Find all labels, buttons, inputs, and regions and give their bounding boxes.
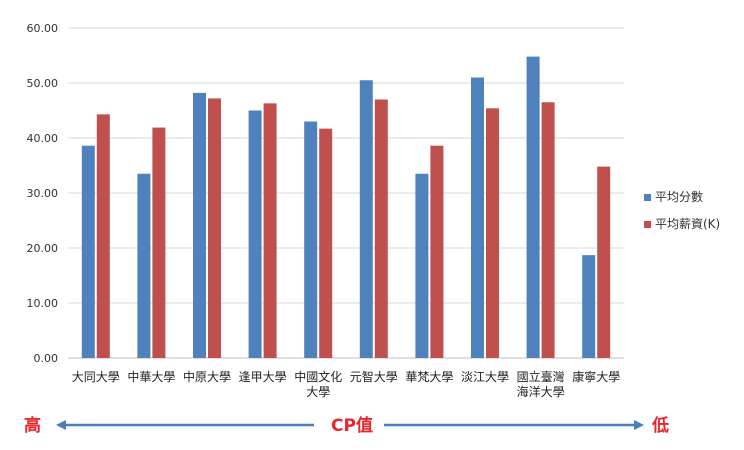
y-tick-label: 0.00 — [34, 352, 59, 365]
legend-label: 平均分數 — [655, 190, 703, 204]
x-category-label: 中華大學 — [127, 369, 175, 384]
bar-salary — [597, 166, 611, 358]
bar-score — [248, 110, 262, 358]
bar-salary — [541, 102, 555, 358]
bar-score — [471, 77, 484, 358]
y-tick-label: 10.00 — [27, 297, 59, 310]
y-tick-label: 30.00 — [27, 187, 59, 200]
x-category-label: 大學 — [306, 385, 330, 399]
bar-salary — [486, 108, 499, 358]
bar-score — [81, 145, 95, 358]
bar-score — [304, 121, 318, 358]
y-tick-label: 20.00 — [27, 242, 59, 255]
cp-center-label: CP值 — [331, 415, 373, 436]
bar-score — [415, 173, 429, 358]
bar-salary — [208, 98, 221, 359]
cp-low-label: 低 — [651, 415, 669, 436]
y-tick-label: 60.00 — [27, 22, 59, 35]
x-category-label: 逢甲大學 — [239, 370, 287, 384]
x-category-label: 元智大學 — [350, 369, 398, 384]
bar-score — [193, 92, 206, 359]
bar-salary — [263, 103, 277, 358]
legend-label: 平均薪資(K) — [655, 217, 720, 231]
bar-salary — [152, 127, 166, 358]
bars — [81, 56, 611, 359]
cp-high-label: 高 — [24, 415, 41, 436]
x-category-label: 大同大學 — [72, 370, 120, 384]
x-category-label: 康寧大學 — [572, 369, 620, 384]
bar-score — [582, 255, 596, 358]
bar-salary — [96, 114, 110, 358]
bar-score — [137, 173, 151, 358]
x-category-label: 海洋大學 — [517, 384, 565, 399]
y-tick-label: 50.00 — [27, 77, 59, 90]
cp-arrow-right-head — [634, 420, 644, 430]
bar-salary — [430, 145, 444, 358]
x-category-label: 國立臺灣 — [517, 369, 565, 384]
gridlines — [68, 27, 624, 359]
legend-swatch — [644, 221, 651, 228]
bar-score — [359, 80, 373, 358]
bar-salary — [374, 99, 388, 358]
x-category-label: 淡江大學 — [461, 370, 509, 384]
bar-score — [526, 56, 540, 358]
x-category-label: 中國文化 — [294, 369, 342, 384]
cp-arrow-left-head — [56, 420, 66, 430]
y-axis: 0.00 10.00 20.00 30.00 40.00 50.00 60.00 — [27, 22, 59, 365]
x-category-label: 華梵大學 — [405, 370, 453, 384]
cp-annotation: 高 CP值 低 — [24, 415, 669, 436]
legend-swatch — [644, 194, 651, 201]
y-tick-label: 40.00 — [27, 132, 59, 145]
x-category-label: 中原大學 — [183, 369, 231, 384]
bar-salary — [319, 128, 333, 358]
